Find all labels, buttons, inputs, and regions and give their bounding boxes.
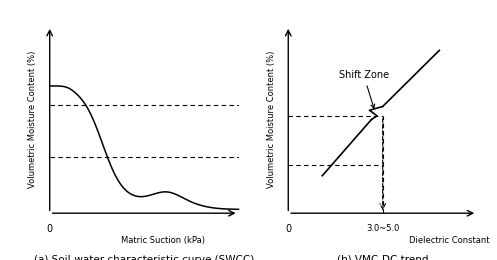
Text: 3.0~5.0: 3.0~5.0 (366, 224, 400, 233)
Text: (b) VMC-DC trend: (b) VMC-DC trend (337, 254, 428, 260)
Text: (a) Soil-water characteristic curve (SWCC): (a) Soil-water characteristic curve (SWC… (34, 254, 254, 260)
Text: 0: 0 (285, 224, 291, 235)
Text: Shift Zone: Shift Zone (339, 70, 389, 108)
Text: Matric Suction (kPa): Matric Suction (kPa) (121, 236, 205, 245)
Text: Dielectric Constant: Dielectric Constant (409, 236, 489, 245)
Text: Volumetric Moisture Content (%): Volumetric Moisture Content (%) (28, 51, 37, 188)
Text: Volumetric Moisture Content (%): Volumetric Moisture Content (%) (267, 51, 276, 188)
Text: 0: 0 (47, 224, 53, 235)
